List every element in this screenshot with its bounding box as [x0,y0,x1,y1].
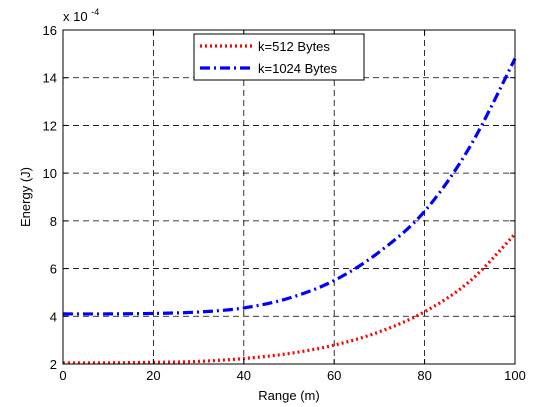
y-tick-label: 14 [43,71,57,86]
x-tick-label: 80 [417,368,431,383]
data-series [62,57,517,365]
y-tick-label: 16 [43,23,57,38]
axis-ticks: 0 20 40 60 80 100 2 4 6 8 10 12 14 16 [43,23,526,383]
y-tick-label: 8 [50,214,57,229]
y-tick-label: 12 [43,118,57,133]
plot-area [63,30,515,364]
x-tick-label: 100 [504,368,526,383]
y-tick-label: 10 [43,166,57,181]
x-tick-label: 20 [146,368,160,383]
legend-box [193,33,365,81]
legend: k=512 Bytes k=1024 Bytes [193,33,365,81]
x-tick-label: 0 [59,368,66,383]
x-tick-label: 60 [327,368,341,383]
x-axis-label: Range (m) [258,388,319,403]
y-multiplier-exponent: -4 [91,7,99,17]
y-axis-label: Energy (J) [18,167,33,227]
series-line-2 [62,57,517,316]
y-tick-label: 6 [50,262,57,277]
x-tick-label: 40 [237,368,251,383]
legend-label-2: k=1024 Bytes [258,61,338,76]
legend-label-1: k=512 Bytes [258,39,330,54]
plot-frame [62,29,516,365]
y-tick-label: 4 [50,309,57,324]
y-multiplier-base: x 10 [63,9,88,24]
y-axis-multiplier: x 10 -4 [63,7,99,24]
y-tick-label: 2 [50,357,57,372]
series-line-1 [62,232,517,365]
